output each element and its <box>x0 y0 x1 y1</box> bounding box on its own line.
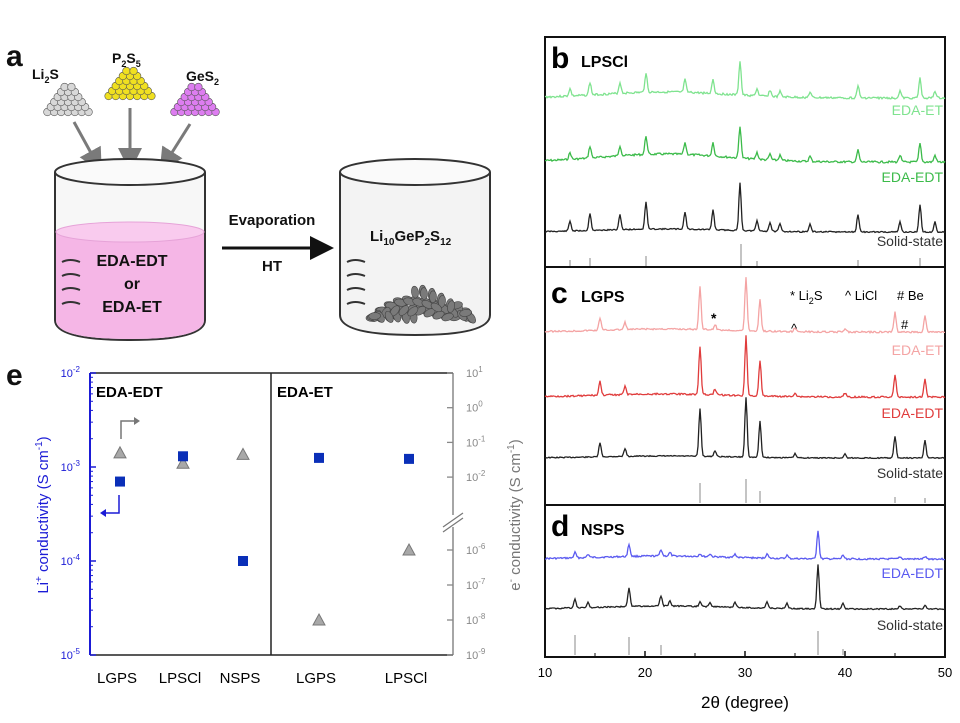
right-tick-label: 10-2 <box>466 469 486 484</box>
xrd-trace-lpsci-solid <box>544 182 946 234</box>
axis-break-icon <box>442 512 464 533</box>
li-conductivity-point <box>404 453 414 464</box>
solvent-label: EDA-EDT or EDA-ET <box>96 253 168 316</box>
xrd-trace-lgps-eda-edt <box>544 335 946 399</box>
li2s-arrow <box>72 121 102 173</box>
panel-c-letter: c <box>551 277 568 310</box>
x-tick-label: 50 <box>938 665 952 680</box>
p2s5-powder-icon <box>104 66 156 101</box>
li-conductivity-point <box>115 476 125 487</box>
precursor-li2s-label: Li2S <box>32 66 59 85</box>
arrow-top-label: Evaporation <box>228 212 316 229</box>
xrd-label-lpsci-eda-edt: EDA-EDT <box>882 169 944 185</box>
right-axis-pointer-icon <box>120 417 140 439</box>
beaker-product-icon <box>339 158 491 337</box>
panel-b-letter: b <box>551 42 569 75</box>
conductivity-chart: EDA-EDT EDA-ET 10-2 10-3 10-4 10-5 101 100 10-… <box>34 365 524 687</box>
right-tick-label: 100 <box>466 400 483 415</box>
category-label: LPSCl <box>385 670 428 687</box>
panel-b-label: LPSCl <box>581 54 628 71</box>
xrd-trace-lgps-solid <box>544 397 946 460</box>
precursor-ges2-label: GeS2 <box>186 68 220 87</box>
xrd-trace-nsps-eda-edt <box>545 530 946 561</box>
li-conductivity-point <box>314 452 324 463</box>
group-label-eda-et: EDA-ET <box>277 384 333 401</box>
schematic <box>43 66 491 342</box>
e-conductivity-point <box>312 612 326 626</box>
li2s-powder-icon <box>43 82 93 117</box>
right-tick-label: 10-6 <box>466 542 486 557</box>
peak-mark-li2s: * <box>711 310 717 326</box>
left-axis-pointer-icon <box>100 495 120 517</box>
xrd-label-lgps-eda-et: EDA-ET <box>892 342 944 358</box>
x-axis-label: 2θ (degree) <box>701 693 789 712</box>
xrd-trace-nsps-solid <box>544 564 946 611</box>
xrd-trace-lpsci-eda-edt <box>544 126 946 164</box>
category-label: LGPS <box>296 670 336 687</box>
ges2-powder-icon <box>170 82 220 117</box>
category-label: NSPS <box>220 670 261 687</box>
product-label: Li10GeP2S12 <box>370 228 452 248</box>
xrd-figure: b LPSCl c LGPS d NSPS * Li2S ^ LiCl # Be… <box>538 36 952 712</box>
li-conductivity-point <box>238 556 248 566</box>
right-tick-label: 10-7 <box>466 577 486 592</box>
legend-li2s: * Li2S <box>790 288 823 306</box>
xrd-trace-lpsci-eda-et <box>544 61 946 101</box>
xrd-label-nsps-solid: Solid-state <box>877 617 943 633</box>
xrd-label-lpsci-eda-et: EDA-ET <box>892 102 944 118</box>
left-tick-label: 10-3 <box>61 459 81 474</box>
peak-mark-licl: ^ <box>791 321 798 336</box>
precursor-p2s5-label: P2S5 <box>112 50 141 69</box>
li-conductivity-point <box>178 451 188 462</box>
panel-d-letter: d <box>551 510 569 543</box>
ges2-arrow <box>159 123 192 173</box>
legend-licl: ^ LiCl <box>845 288 877 303</box>
left-tick-label: 10-5 <box>61 647 81 662</box>
panel-e-letter: e <box>6 359 23 392</box>
x-tick-label: 20 <box>638 665 652 680</box>
right-tick-label: 10-8 <box>466 612 486 627</box>
left-tick-label: 10-2 <box>61 365 81 380</box>
legend-be: # Be <box>897 288 924 303</box>
right-tick-label: 101 <box>466 365 483 380</box>
category-label: LGPS <box>97 670 137 687</box>
beaker-solution-icon <box>54 158 206 342</box>
e-conductivity-point <box>176 456 190 469</box>
peak-mark-be: # <box>901 317 909 332</box>
panel-c-label: LGPS <box>581 289 625 306</box>
panel-d-label: NSPS <box>581 522 625 539</box>
xrd-trace-lgps-eda-et <box>544 277 945 334</box>
xrd-label-nsps-eda-edt: EDA-EDT <box>882 565 944 581</box>
right-axis-label: e- conductivity (S cm-1) <box>506 439 524 590</box>
arrow-bottom-label: HT <box>262 258 282 275</box>
right-tick-label: 10-1 <box>466 434 486 449</box>
panel-e: e <box>0 355 540 723</box>
left-tick-label: 10-4 <box>61 553 81 568</box>
xrd-label-lgps-eda-edt: EDA-EDT <box>882 405 944 421</box>
xrd-label-lpsci-solid: Solid-state <box>877 233 943 249</box>
e-conductivity-point <box>236 447 250 460</box>
x-tick-label: 40 <box>838 665 852 680</box>
e-conductivity-point <box>113 445 127 459</box>
panel-a-letter: a <box>6 40 23 73</box>
panel-a: a <box>0 0 540 355</box>
x-tick-label: 30 <box>738 665 752 680</box>
xrd-label-lgps-solid: Solid-state <box>877 465 943 481</box>
category-label: LPSCl <box>159 670 202 687</box>
x-tick-label: 10 <box>538 665 552 680</box>
group-label-eda-edt: EDA-EDT <box>96 384 163 401</box>
e-conductivity-point <box>402 542 416 556</box>
right-tick-label: 10-9 <box>466 647 486 662</box>
left-axis-label: Li+ conductivity (S cm-1) <box>34 436 52 593</box>
